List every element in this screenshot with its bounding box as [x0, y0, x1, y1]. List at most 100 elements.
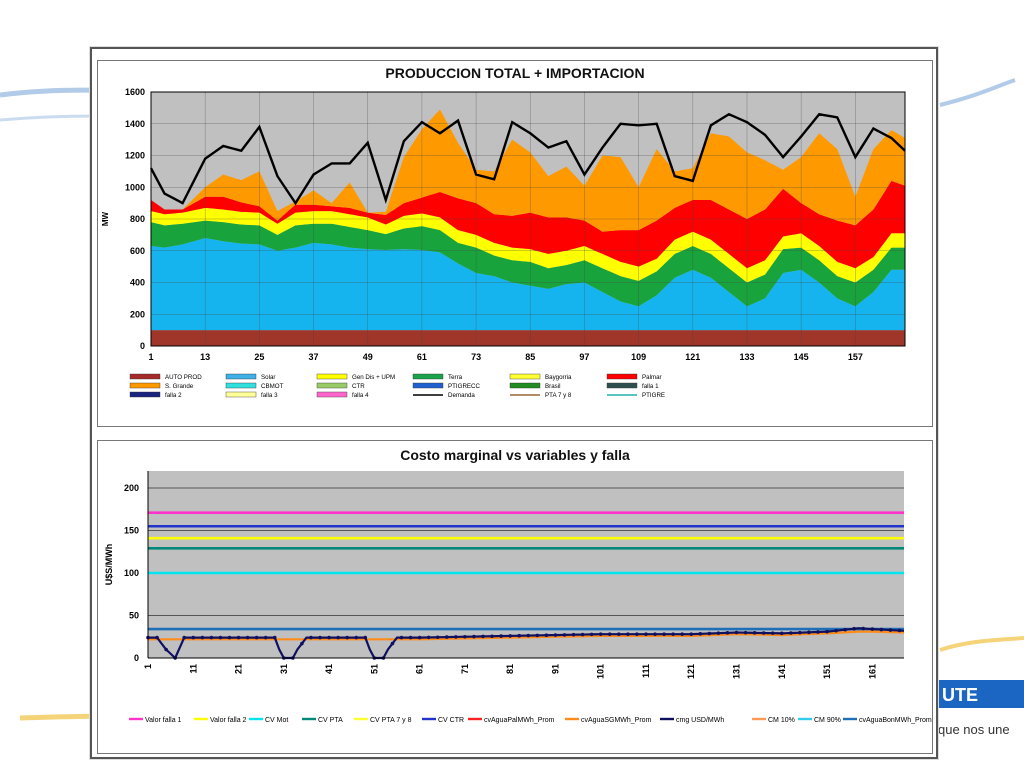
cmg-point [408, 635, 413, 640]
x-tick-label: 111 [641, 664, 651, 678]
x-tick-label: 85 [525, 352, 535, 362]
cmg-point [200, 635, 205, 640]
legend-label: Palmar [642, 374, 662, 381]
cmg-point [870, 627, 875, 631]
cmg-point [182, 635, 187, 640]
y-tick-label: 400 [130, 278, 145, 288]
cmg-point [834, 628, 838, 633]
cmg-point [435, 635, 440, 640]
legend-swatch [509, 382, 541, 389]
cmg-point [218, 635, 223, 640]
legend-label: falla 3 [261, 392, 278, 399]
cmg-point [888, 628, 893, 632]
cmg-point [689, 632, 694, 636]
cmg-point [517, 633, 522, 638]
x-tick-label: 97 [579, 352, 589, 362]
cmg-point [354, 635, 359, 640]
y-tick-label: 200 [130, 309, 145, 319]
cmg-point [644, 632, 648, 636]
cmg-point [336, 635, 340, 640]
cmg-point [535, 633, 540, 638]
cmg-point [807, 630, 811, 635]
series-line-cm10 [148, 630, 905, 641]
x-tick-label: 121 [685, 352, 700, 362]
x-tick-label: 133 [739, 352, 754, 362]
cmg-point [363, 635, 368, 640]
legend-label: cmg USD/MWh [676, 717, 724, 724]
y-tick-label: 1000 [125, 182, 145, 192]
cmg-point [553, 633, 558, 637]
legend-label: Valor falla 1 [145, 717, 182, 724]
legend-swatch [316, 391, 348, 398]
cmg-point [662, 632, 666, 636]
y-tick-label: 150 [124, 526, 139, 536]
y-tick-label: 1600 [125, 87, 145, 97]
cmg-point [526, 633, 531, 638]
production-chart-panel: PRODUCCION TOTAL + IMPORTACION 0 200 400 60… [97, 60, 933, 427]
x-tick-label: 81 [505, 664, 515, 674]
legend-label: Gen Dis + UPM [352, 374, 395, 381]
legend-label: CV Mot [265, 717, 288, 724]
cmg-point [580, 632, 585, 637]
legend-swatch [129, 373, 161, 380]
legend-swatch [225, 373, 257, 380]
legend-label: falla 4 [352, 392, 369, 399]
cmg-point [589, 632, 594, 637]
x-tick-label: 141 [777, 664, 787, 679]
legend-label: PTIGRECC [448, 383, 481, 390]
cmg-point [653, 632, 657, 636]
x-tick-label: 157 [848, 352, 863, 362]
x-tick-label: 41 [324, 664, 334, 674]
x-tick-label: 101 [596, 664, 606, 679]
cmg-point [245, 635, 250, 640]
cmg-point [752, 631, 757, 635]
cmg-point [635, 632, 639, 636]
x-tick-label: 51 [369, 664, 379, 674]
x-tick-label: 37 [309, 352, 319, 362]
cmg-point [825, 629, 829, 634]
brand-logo-icon [934, 680, 1024, 708]
x-tick-label: 49 [363, 352, 373, 362]
cmg-point [861, 626, 866, 631]
cmg-point [254, 635, 259, 640]
chart-frame: PRODUCCION TOTAL + IMPORTACION 0 200 400 60… [90, 47, 938, 759]
cmg-point [626, 632, 630, 636]
legend-label: CM 90% [814, 717, 841, 724]
cmg-point [879, 627, 884, 632]
y-axis-label: MW [101, 211, 110, 226]
cmg-point [236, 635, 241, 640]
x-tick-label: 121 [686, 664, 696, 679]
legend-label: Terra [448, 374, 463, 381]
cmg-point [490, 634, 494, 639]
series-area-3 [151, 207, 905, 283]
cmg-point [617, 632, 621, 636]
cmg-point [463, 634, 467, 639]
cmg-point [707, 631, 712, 636]
cmg-point [607, 632, 612, 636]
cmg-point [272, 635, 277, 640]
cmg-point [798, 630, 802, 635]
cmg-point [444, 635, 449, 639]
svg-text:UTE: UTE [942, 685, 978, 705]
brand-slogan: que nos une [938, 722, 1010, 737]
x-tick-label: 11 [188, 664, 198, 674]
cmg-point [191, 635, 196, 640]
legend-label: CM 10% [768, 717, 795, 724]
cmg-point [309, 635, 313, 640]
legend-swatch [129, 391, 161, 398]
cmg-point [779, 631, 784, 636]
x-tick-label: 25 [254, 352, 264, 362]
cmg-point [544, 633, 549, 638]
legend-swatch [606, 382, 638, 389]
x-tick-label: 21 [234, 664, 244, 674]
x-tick-label: 145 [794, 352, 809, 362]
marginal-cost-chart-title: Costo marginal vs variables y falla [400, 447, 630, 463]
series-line-demanda [149, 112, 906, 206]
cmg-point [680, 632, 684, 636]
y-tick-label: 1200 [125, 151, 145, 161]
cmg-point [761, 631, 766, 635]
legend-swatch [316, 373, 348, 380]
legend-swatch [225, 382, 257, 389]
x-tick-label: 109 [631, 352, 646, 362]
legend-swatch [316, 382, 348, 389]
